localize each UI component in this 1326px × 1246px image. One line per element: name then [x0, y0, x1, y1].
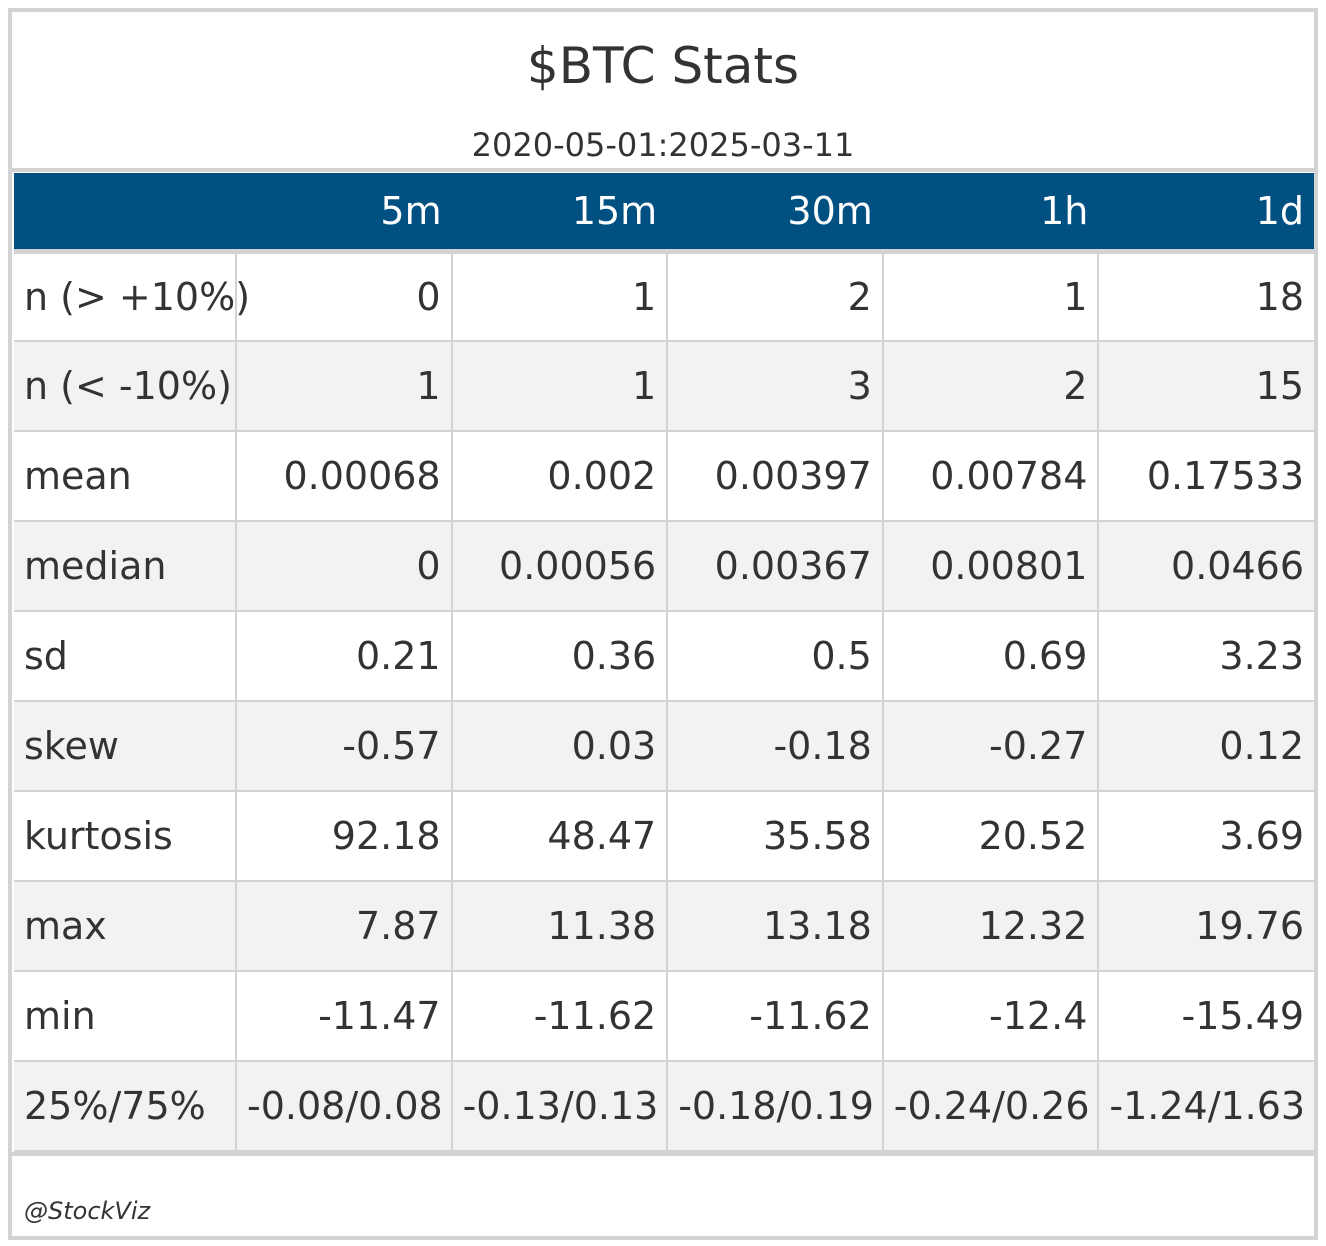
table-cell: 0.21: [235, 610, 453, 702]
table-cell: 0.36: [450, 610, 669, 702]
table-cell: 13.18: [666, 880, 884, 972]
header-cell-30m: 30m: [667, 173, 883, 254]
table-body: n (> +10%) 0 1 2 1 18 n (< -10%) 1 1 3 2 15 mean 0.00…: [14, 250, 1314, 1152]
table-cell: 7.87: [235, 880, 453, 972]
header-cell-5m: 5m: [236, 173, 452, 254]
table-row: skew -0.57 0.03 -0.18 -0.27 0.12: [14, 700, 1314, 792]
table-cell: 12.32: [881, 880, 1100, 972]
table-cell: 3.23: [1097, 610, 1314, 702]
table-cell: 2: [881, 340, 1100, 432]
table-cell: -0.24/0.26: [881, 1060, 1100, 1152]
table-cell: -11.62: [450, 970, 669, 1062]
table-cell: 0.00397: [666, 430, 884, 522]
table-cell: 0.00068: [235, 430, 453, 522]
header-cell-label: [14, 173, 236, 254]
row-label: median: [14, 520, 237, 612]
table-row: median 0 0.00056 0.00367 0.00801 0.0466: [14, 520, 1314, 612]
table-row: mean 0.00068 0.002 0.00397 0.00784 0.17533: [14, 430, 1314, 522]
table-header: 5m 15m 30m 1h 1d: [14, 173, 1314, 254]
table-cell: 0.12: [1097, 700, 1314, 792]
table-cell: -12.4: [881, 970, 1100, 1062]
header-row: 5m 15m 30m 1h 1d: [14, 173, 1314, 254]
table-cell: 3.69: [1097, 790, 1314, 882]
table-cell: 1: [881, 250, 1100, 342]
table-cell: 11.38: [450, 880, 669, 972]
table-cell: 3: [666, 340, 884, 432]
table-cell: -0.27: [881, 700, 1100, 792]
table-cell: -11.62: [666, 970, 884, 1062]
table-row: min -11.47 -11.62 -11.62 -12.4 -15.49: [14, 970, 1314, 1062]
table-row: n (< -10%) 1 1 3 2 15: [14, 340, 1314, 432]
footer-divider: [12, 1152, 1314, 1156]
table-cell: 0: [235, 520, 453, 612]
table-row: sd 0.21 0.36 0.5 0.69 3.23: [14, 610, 1314, 702]
table-cell: 1: [235, 340, 453, 432]
row-label: n (> +10%): [14, 250, 250, 342]
table-row: 25%/75% -0.08/0.08 -0.13/0.13 -0.18/0.19 -0.…: [14, 1060, 1314, 1152]
table-cell: 19.76: [1097, 880, 1314, 972]
table-cell: 0.00056: [450, 520, 669, 612]
table-cell: -0.18: [666, 700, 884, 792]
row-label: n (< -10%): [14, 340, 237, 432]
table-cell: 0.5: [666, 610, 884, 702]
row-label: min: [14, 970, 237, 1062]
row-label: 25%/75%: [14, 1060, 237, 1152]
row-label: max: [14, 880, 237, 972]
table-row: max 7.87 11.38 13.18 12.32 19.76: [14, 880, 1314, 972]
stats-card: $BTC Stats 2020-05-01:2025-03-11 5m 15m …: [8, 8, 1318, 1240]
table-cell: 15: [1097, 340, 1314, 432]
row-label: sd: [14, 610, 237, 702]
table-cell: 1: [450, 340, 669, 432]
table-row: kurtosis 92.18 48.47 35.58 20.52 3.69: [14, 790, 1314, 882]
table-cell: 0.0466: [1097, 520, 1314, 612]
table-cell: 0.00784: [881, 430, 1100, 522]
table-cell: 0.17533: [1097, 430, 1314, 522]
table-cell: -0.57: [235, 700, 453, 792]
source-credit: @StockViz: [24, 1197, 151, 1225]
table-cell: 35.58: [666, 790, 884, 882]
header-cell-1h: 1h: [882, 173, 1099, 254]
header-cell-15m: 15m: [451, 173, 668, 254]
table-cell: -11.47: [235, 970, 453, 1062]
table-cell: 18: [1097, 250, 1314, 342]
table-row: n (> +10%) 0 1 2 1 18: [14, 250, 1314, 342]
table-cell: 0.002: [450, 430, 669, 522]
table-cell: -0.08/0.08: [235, 1060, 453, 1152]
table-cell: 0.03: [450, 700, 669, 792]
table-cell: -15.49: [1097, 970, 1314, 1062]
table-cell: 48.47: [450, 790, 669, 882]
row-label: mean: [14, 430, 237, 522]
row-label: skew: [14, 700, 237, 792]
table-cell: -0.13/0.13: [450, 1060, 669, 1152]
table-title: $BTC Stats: [526, 37, 800, 95]
header-cell-1d: 1d: [1098, 173, 1314, 254]
table-cell: 1: [450, 250, 669, 342]
table-cell: 0: [235, 250, 453, 342]
table-cell: 92.18: [235, 790, 453, 882]
table-cell: -0.18/0.19: [666, 1060, 884, 1152]
row-label: kurtosis: [14, 790, 237, 882]
title-divider: [12, 168, 1314, 172]
table-cell: 0.00801: [881, 520, 1100, 612]
table-cell: 2: [666, 250, 884, 342]
table-cell: -1.24/1.63: [1097, 1060, 1314, 1152]
stats-table: 5m 15m 30m 1h 1d n (> +10%) 0 1 2 1 18 n (< -1…: [14, 173, 1314, 1152]
table-cell: 20.52: [881, 790, 1100, 882]
table-subtitle: 2020-05-01:2025-03-11: [471, 126, 855, 164]
table-cell: 0.69: [881, 610, 1100, 702]
table-cell: 0.00367: [666, 520, 884, 612]
